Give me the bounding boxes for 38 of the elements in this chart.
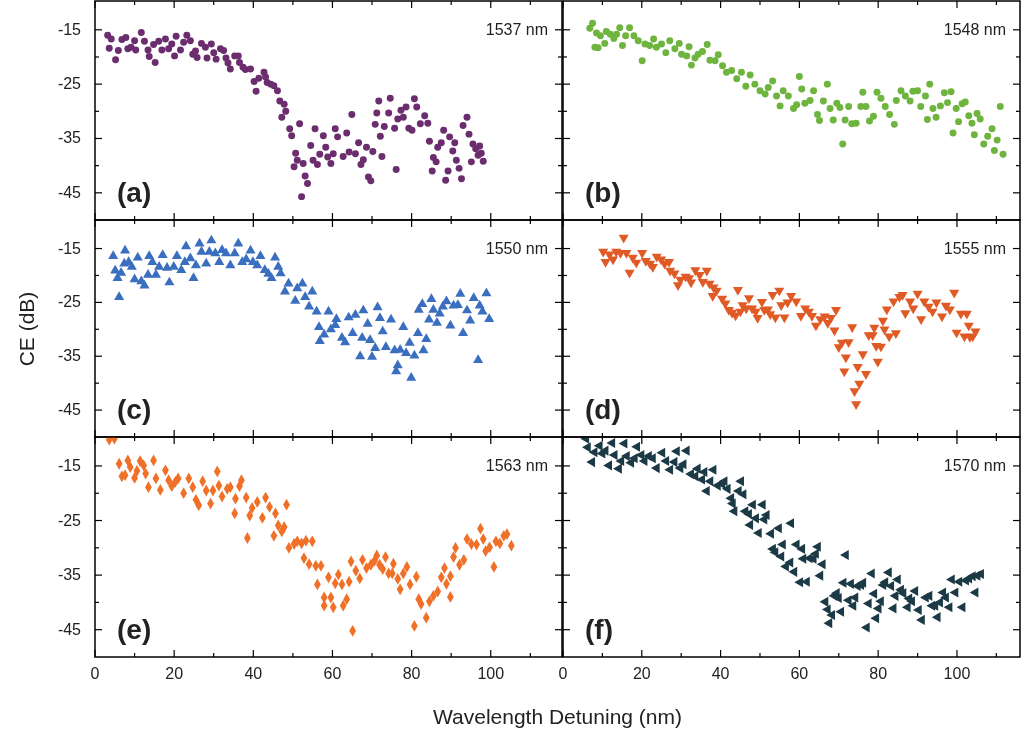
y-tick-label: -45 bbox=[57, 401, 82, 419]
y-tick-label: -35 bbox=[57, 129, 82, 147]
x-tick-label: 20 bbox=[632, 665, 651, 682]
x-tick-label: 100 bbox=[943, 665, 971, 682]
y-tick-label: -25 bbox=[57, 75, 82, 93]
annotation: (b) bbox=[585, 177, 621, 208]
x-tick-label: 60 bbox=[323, 665, 342, 682]
y-tick-label: -15 bbox=[57, 20, 82, 38]
annotation: 1537 nm bbox=[485, 21, 548, 38]
x-tick-label: 80 bbox=[869, 665, 888, 682]
y-tick-label: -25 bbox=[57, 511, 82, 529]
y-tick-label: -45 bbox=[57, 183, 82, 201]
y-axis-title: CE (dB) bbox=[15, 291, 38, 367]
x-tick-label: 0 bbox=[90, 665, 100, 682]
y-tick-label: -45 bbox=[57, 620, 82, 638]
annotation: (d) bbox=[585, 394, 621, 425]
x-tick-label: 100 bbox=[477, 665, 505, 682]
x-tick-label: 20 bbox=[165, 665, 184, 682]
y-tick-label: -15 bbox=[57, 239, 82, 257]
x-tick-label: 80 bbox=[402, 665, 421, 682]
y-tick-label: -25 bbox=[57, 293, 82, 311]
y-tick-label: -15 bbox=[57, 456, 82, 474]
x-axis-title: Wavelength Detuning (nm) bbox=[432, 705, 683, 728]
annotation: (f) bbox=[585, 614, 613, 645]
annotation: 1563 nm bbox=[485, 457, 548, 474]
y-tick-label: -35 bbox=[57, 566, 82, 584]
x-tick-label: 40 bbox=[244, 665, 263, 682]
annotation: 1555 nm bbox=[943, 240, 1006, 257]
x-tick-label: 0 bbox=[558, 665, 568, 682]
y-tick-label: -35 bbox=[57, 347, 82, 365]
annotation: 1550 nm bbox=[485, 240, 548, 257]
annotation: (e) bbox=[117, 614, 152, 645]
x-tick-label: 60 bbox=[790, 665, 809, 682]
annotation: 1548 nm bbox=[943, 21, 1006, 38]
annotation: 1570 nm bbox=[943, 457, 1006, 474]
annotation: (a) bbox=[117, 177, 152, 208]
x-tick-label: 40 bbox=[711, 665, 730, 682]
annotation: (c) bbox=[117, 394, 152, 425]
